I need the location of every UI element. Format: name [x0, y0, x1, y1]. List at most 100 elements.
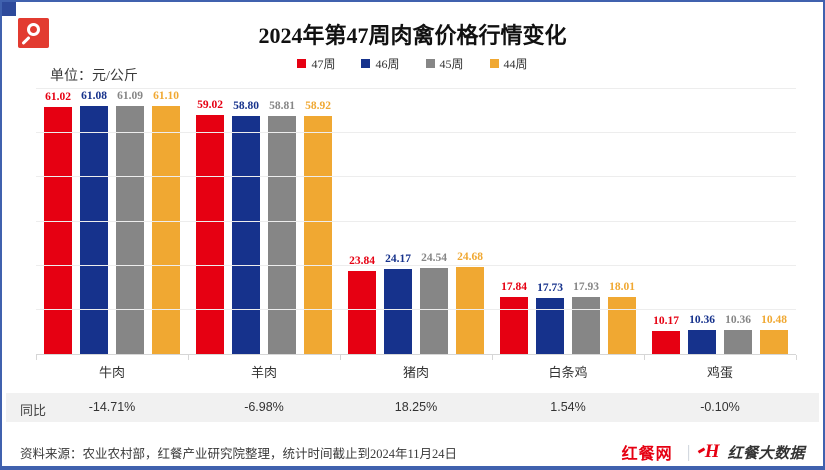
bar-wrap: 24.54	[420, 252, 448, 354]
hongcan-h-icon: H	[697, 441, 719, 463]
brand-logos: 红餐网 ｜ H 红餐大数据	[622, 440, 805, 464]
axis-tick	[188, 355, 189, 360]
page-title: 2024年第47周肉禽价格行情变化	[258, 23, 567, 48]
legend-item: 45周	[425, 55, 464, 72]
category-label-牛肉: 牛肉	[98, 365, 125, 380]
bar-wrap: 10.17	[652, 315, 680, 354]
yoy-value-鸡蛋: -0.10%	[700, 400, 740, 414]
bar-value-label: 61.02	[45, 90, 71, 103]
bar-wrap: 10.36	[688, 314, 716, 354]
legend-item: 47周	[297, 55, 335, 72]
bar-猪肉-45周	[420, 267, 448, 354]
legend-label: 46周	[375, 57, 400, 71]
category-label-羊肉: 羊肉	[250, 365, 277, 380]
axis-tick	[340, 355, 341, 360]
bar-group-羊肉: 59.02 58.80 58.81 58.92	[188, 90, 340, 354]
bar-value-label: 61.08	[81, 90, 107, 103]
bar-value-label: 58.92	[305, 99, 331, 112]
category-axis-labels: 牛肉 羊肉 猪肉 白条鸡 鸡蛋	[36, 362, 796, 381]
bar-wrap: 61.10	[152, 90, 180, 354]
bar-value-label: 24.68	[457, 251, 483, 264]
bar-羊肉-47周	[196, 115, 224, 354]
bar-wrap: 61.09	[116, 90, 144, 354]
bar-白条鸡-44周	[608, 296, 636, 354]
bar-鸡蛋-46周	[688, 330, 716, 354]
bar-鸡蛋-47周	[652, 331, 680, 354]
gridline	[36, 132, 796, 134]
corner-accent-block	[2, 2, 16, 16]
gridline	[36, 88, 796, 89]
bar-value-label: 10.48	[761, 313, 787, 326]
chart-legend: 47周 46周 45周 44周	[2, 55, 823, 72]
bar-value-label: 10.36	[725, 314, 751, 327]
bar-value-label: 58.80	[233, 100, 259, 113]
legend-swatch-icon	[425, 59, 435, 68]
legend-swatch-icon	[297, 59, 307, 68]
gridline	[36, 176, 796, 178]
bar-value-label: 58.81	[269, 100, 295, 113]
yoy-row-label: 同比	[20, 403, 47, 418]
bar-白条鸡-45周	[572, 296, 600, 354]
bar-value-label: 17.84	[501, 281, 527, 294]
bar-牛肉-44周	[152, 106, 180, 354]
yoy-values: -14.71% -6.98% 18.25% 1.54% -0.10%	[36, 400, 796, 414]
legend-label: 47周	[311, 57, 336, 71]
axis-tick	[796, 355, 797, 360]
category-label-鸡蛋: 鸡蛋	[706, 365, 733, 380]
bar-牛肉-45周	[116, 106, 144, 354]
magnifier-lens	[27, 23, 40, 36]
bar-wrap: 58.81	[268, 100, 296, 354]
magnifier-icon	[18, 18, 49, 48]
bar-groups: 61.02 61.08 61.09 61.10 59.02 58.80 58.81 58.92…	[36, 90, 796, 354]
bar-猪肉-44周	[456, 267, 484, 354]
bar-group-白条鸡: 17.84 17.73 17.93 18.01	[492, 90, 644, 354]
yoy-value-牛肉: -14.71%	[88, 400, 136, 414]
gridline	[36, 220, 796, 222]
legend-item: 44周	[489, 55, 528, 72]
bar-鸡蛋-45周	[724, 330, 752, 354]
bar-group-鸡蛋: 10.17 10.36 10.36 10.48	[644, 90, 796, 354]
gridline	[36, 264, 796, 266]
legend-swatch-icon	[489, 59, 499, 68]
bar-wrap: 23.84	[348, 255, 376, 354]
bar-wrap: 17.84	[500, 281, 528, 354]
bar-羊肉-45周	[268, 116, 296, 354]
bar-羊肉-44周	[304, 115, 332, 354]
bar-value-label: 24.17	[385, 253, 411, 266]
hongcan-logo: 红餐网	[621, 446, 673, 463]
bar-value-label: 10.36	[689, 314, 715, 327]
bar-羊肉-46周	[232, 116, 260, 354]
bar-value-label: 24.54	[421, 251, 447, 264]
bar-wrap: 24.17	[384, 253, 412, 354]
bar-wrap: 58.92	[304, 100, 332, 354]
bar-wrap: 58.80	[232, 100, 260, 354]
bar-value-label: 23.84	[349, 254, 375, 267]
unit-label: 单位：元/公斤	[50, 69, 138, 84]
bar-wrap: 17.93	[572, 281, 600, 354]
yoy-value-猪肉: 18.25%	[394, 400, 438, 414]
legend-label: 45周	[439, 57, 464, 71]
footer: 资料来源：农业农村部，红餐产业研究院整理，统计时间截止到2024年11月24日 …	[20, 440, 805, 464]
brand-divider: ｜	[680, 446, 697, 463]
bar-wrap: 59.02	[196, 99, 224, 354]
bar-wrap: 10.48	[760, 314, 788, 354]
bar-wrap: 18.01	[608, 281, 636, 354]
bar-wrap: 24.68	[456, 251, 484, 354]
bar-牛肉-47周	[44, 106, 72, 354]
bar-鸡蛋-44周	[760, 329, 788, 354]
bar-value-label: 18.01	[609, 280, 635, 293]
yoy-value-羊肉: -6.98%	[244, 400, 284, 414]
bar-group-牛肉: 61.02 61.08 61.09 61.10	[36, 90, 188, 354]
bar-value-label: 61.10	[153, 90, 179, 103]
bar-白条鸡-47周	[500, 297, 528, 354]
bar-wrap: 17.73	[536, 282, 564, 354]
bar-白条鸡-46周	[536, 297, 564, 354]
bar-wrap: 61.08	[80, 90, 108, 354]
bar-value-label: 10.17	[653, 315, 679, 328]
axis-tick	[36, 355, 37, 360]
category-label-猪肉: 猪肉	[402, 365, 429, 380]
bar-猪肉-47周	[348, 270, 376, 354]
bar-牛肉-46周	[80, 106, 108, 354]
legend-label: 44周	[503, 57, 528, 71]
